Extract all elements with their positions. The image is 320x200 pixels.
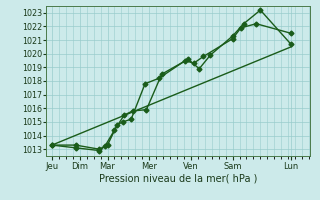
X-axis label: Pression niveau de la mer( hPa ): Pression niveau de la mer( hPa ): [99, 173, 258, 183]
